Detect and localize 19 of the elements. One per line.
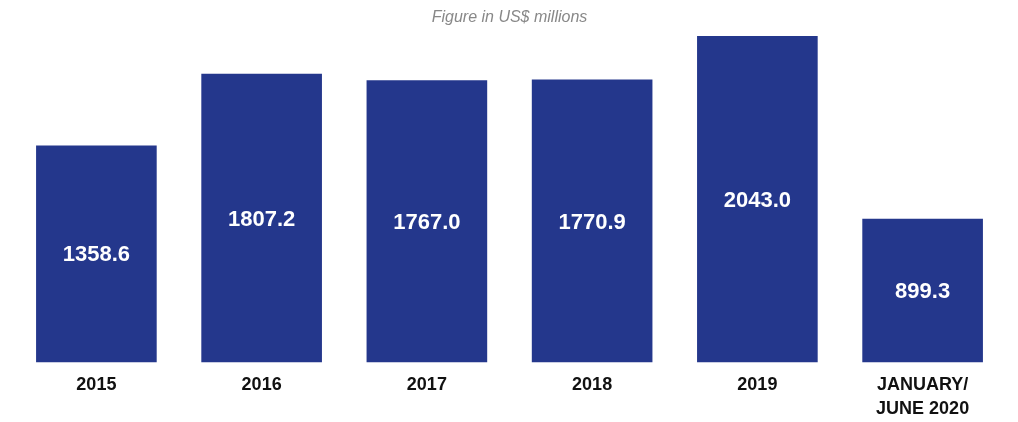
data-label: 2043.0	[723, 186, 792, 212]
bar	[36, 145, 157, 363]
data-label: 899.3	[895, 278, 951, 304]
data-label: 1770.9	[558, 208, 626, 234]
bar	[201, 73, 322, 363]
chart-subtitle: Figure in US$ millions	[431, 7, 588, 25]
x-tick-label: 2019	[737, 373, 778, 394]
x-tick-label: JANUARY/ JUNE 2020	[876, 373, 970, 418]
bar	[862, 218, 983, 363]
bar	[366, 80, 488, 363]
x-tick-label: 2018	[572, 373, 613, 394]
x-tick-label: 2015	[76, 373, 117, 394]
data-label: 1807.2	[227, 205, 296, 231]
x-tick-label: 2017	[406, 373, 447, 394]
x-tick-label: 2016	[241, 373, 282, 394]
bar	[531, 79, 653, 363]
bar	[697, 36, 818, 363]
data-label: 1358.6	[62, 241, 131, 267]
data-label: 1767.0	[393, 208, 461, 234]
